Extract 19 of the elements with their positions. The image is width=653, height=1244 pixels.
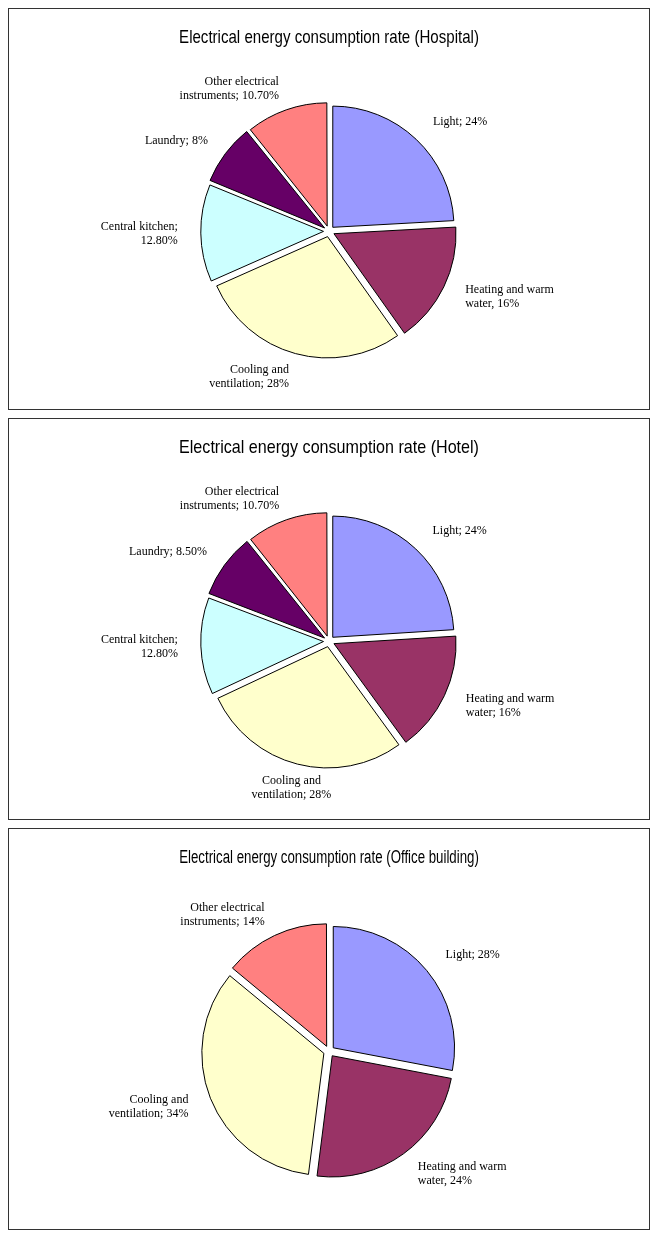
slice-label: Cooling and ventilation; 34%	[108, 1092, 189, 1121]
slice-label: Laundry; 8.50%	[128, 544, 207, 559]
chart-title: Electrical energy consumption rate (Office building)	[179, 846, 479, 867]
slice-label: Laundry; 8%	[144, 132, 208, 147]
slice-label: Light; 24%	[432, 113, 488, 128]
slice-label: Central kitchen; 12.80%	[100, 632, 178, 661]
chart-title: Electrical energy consumption rate (Hospital)	[179, 26, 479, 48]
slice-label: Cooling and ventilation; 28%	[209, 362, 289, 391]
slice-label: Light; 28%	[445, 947, 500, 962]
slice-label: Central kitchen; 12.80%	[100, 218, 178, 247]
slice-label: Heating and warm water, 16%	[465, 282, 555, 311]
slice-label: Light; 24%	[432, 523, 487, 538]
slice-label: Cooling and ventilation; 28%	[251, 772, 332, 801]
slice-label: Other electrical instruments; 10.70%	[179, 73, 280, 102]
slice-label: Heating and warm water; 16%	[465, 690, 556, 719]
slice-label: Heating and warm water, 24%	[417, 1158, 508, 1187]
slice-label: Other electrical instruments; 10.70%	[179, 483, 280, 512]
slice-label: Other electrical instruments; 14%	[180, 899, 266, 928]
chart-title: Electrical energy consumption rate (Hotel)	[179, 436, 479, 457]
